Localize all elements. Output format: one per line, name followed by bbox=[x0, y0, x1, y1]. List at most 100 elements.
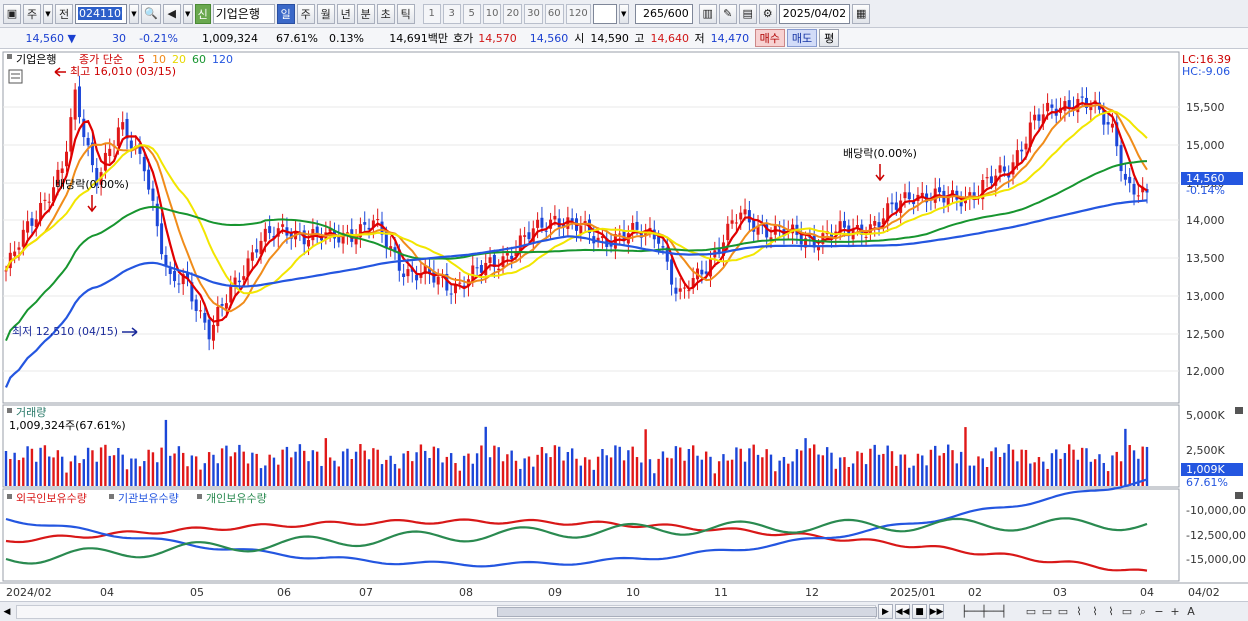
layout-icon-4[interactable]: ⌇ bbox=[1076, 605, 1082, 618]
volume-bar bbox=[1098, 454, 1101, 486]
period-month[interactable]: 월 bbox=[316, 3, 335, 24]
volume-bar bbox=[657, 458, 660, 486]
scroll-right-icon[interactable]: ▶ bbox=[878, 604, 893, 619]
scroll-thumb[interactable] bbox=[497, 607, 877, 617]
period-minute[interactable]: 분 bbox=[356, 3, 375, 24]
zoom-slider-icon[interactable]: ├──┼──┤ bbox=[960, 605, 1008, 618]
volume-bar bbox=[143, 461, 146, 486]
window-icon[interactable]: ▣ bbox=[3, 3, 21, 24]
interval-5[interactable]: 5 bbox=[462, 3, 481, 24]
volume-bar bbox=[22, 457, 25, 486]
sell-button[interactable]: 매도 bbox=[786, 29, 818, 47]
chart-area[interactable]: 기업은행 종가 단순 5 10 20 60 120 최고 16,010 (03/… bbox=[0, 49, 1248, 601]
zoom-icon[interactable]: ⌕ bbox=[1139, 604, 1147, 618]
stock-code-input[interactable]: 024110 bbox=[75, 3, 127, 24]
period-week[interactable]: 주 bbox=[296, 3, 315, 24]
bar-count-input[interactable]: 265/600 bbox=[634, 3, 693, 24]
period-year[interactable]: 년 bbox=[336, 3, 355, 24]
layout-icon-6[interactable]: ⌇ bbox=[1108, 605, 1114, 618]
volume-bar bbox=[294, 451, 297, 486]
price-tick-13000: 13,000 bbox=[1186, 290, 1225, 303]
candle-body bbox=[657, 236, 661, 244]
interval-30[interactable]: 30 bbox=[524, 3, 543, 24]
interval-1[interactable]: 1 bbox=[422, 3, 441, 24]
volume-bar bbox=[173, 453, 176, 486]
candle-body bbox=[69, 117, 73, 152]
interval-20[interactable]: 20 bbox=[503, 3, 523, 24]
chart-scrollbar[interactable]: ◀ ▶ ◀◀ ■ ▶▶ ├──┼──┤ ▭ ▭ ▭ ⌇ ⌇ ⌇ ▭ ⌕ − + … bbox=[0, 601, 1248, 621]
volume-bar bbox=[229, 456, 232, 486]
stop-icon[interactable]: ■ bbox=[912, 604, 927, 619]
speaker-dropdown-icon[interactable]: ▼ bbox=[182, 3, 193, 24]
search-icon[interactable]: 🔍 bbox=[141, 3, 161, 24]
candle-body bbox=[13, 251, 17, 256]
volume-bar bbox=[800, 450, 803, 486]
code-dropdown-icon[interactable]: ▼ bbox=[129, 3, 139, 24]
font-size-icon[interactable]: A bbox=[1187, 605, 1195, 618]
date-input[interactable]: 2025/04/02 bbox=[778, 3, 851, 24]
volume-bar bbox=[726, 460, 729, 486]
volume-bar bbox=[182, 452, 185, 486]
draw-tool-icon[interactable]: ✎ bbox=[718, 3, 737, 24]
layout-icon-1[interactable]: ▭ bbox=[1025, 605, 1037, 618]
candle-body bbox=[198, 310, 202, 312]
candle-body bbox=[341, 232, 345, 244]
layout-icon-3[interactable]: ▭ bbox=[1057, 605, 1069, 618]
interval-120[interactable]: 120 bbox=[565, 3, 591, 24]
speaker-icon[interactable]: ◀ bbox=[162, 3, 181, 24]
volume-bar bbox=[955, 463, 959, 486]
avg-button[interactable]: 평 bbox=[819, 29, 840, 47]
layout-icon-2[interactable]: ▭ bbox=[1041, 605, 1053, 618]
volume-bar bbox=[9, 458, 12, 486]
volume-bar bbox=[847, 466, 850, 486]
candle-body bbox=[1110, 123, 1114, 128]
stock-chart[interactable]: 기업은행 종가 단순 5 10 20 60 120 최고 16,010 (03/… bbox=[0, 49, 1248, 601]
candle-body bbox=[756, 225, 760, 235]
layout-icon-7[interactable]: ▭ bbox=[1121, 605, 1133, 618]
layout-icon-5[interactable]: ⌇ bbox=[1092, 605, 1098, 618]
minus-icon[interactable]: − bbox=[1154, 605, 1164, 618]
volume-bar bbox=[691, 445, 695, 486]
volume-bar bbox=[441, 462, 444, 486]
candle-icon[interactable]: ▥ bbox=[698, 3, 717, 24]
volume-bar bbox=[303, 450, 306, 486]
save-icon[interactable]: ▤ bbox=[738, 3, 757, 24]
custom-interval-input[interactable] bbox=[592, 3, 617, 24]
scroll-left-icon[interactable]: ◀ bbox=[3, 606, 11, 617]
buy-button[interactable]: 매수 bbox=[754, 29, 785, 47]
period-day[interactable]: 일 bbox=[276, 3, 295, 24]
volume-bar bbox=[82, 459, 85, 486]
holding-panel-close-icon[interactable] bbox=[1235, 492, 1243, 499]
candle-body bbox=[1011, 162, 1015, 175]
volume-bar bbox=[1046, 468, 1049, 486]
interval-10[interactable]: 10 bbox=[482, 3, 502, 24]
candle-body bbox=[1024, 143, 1028, 150]
candle-body bbox=[90, 142, 94, 166]
candle-body bbox=[73, 89, 77, 120]
stock-name-field[interactable]: 기업은행 bbox=[212, 3, 275, 24]
candle-body bbox=[164, 254, 168, 267]
candle-body bbox=[691, 278, 695, 288]
plus-icon[interactable]: + bbox=[1170, 605, 1180, 618]
prev-button[interactable]: 전 bbox=[55, 3, 73, 24]
scroll-track[interactable] bbox=[16, 605, 877, 619]
interval-3[interactable]: 3 bbox=[442, 3, 461, 24]
market-select[interactable]: 주 bbox=[23, 3, 41, 24]
current-price-marker-text: 14,560 bbox=[1186, 172, 1225, 185]
fast-forward-icon[interactable]: ▶▶ bbox=[929, 604, 944, 619]
candle-body bbox=[384, 231, 388, 248]
period-tick[interactable]: 틱 bbox=[396, 3, 415, 24]
calendar-icon[interactable]: ▦ bbox=[852, 3, 871, 24]
volume-bar bbox=[156, 462, 159, 486]
gear-icon[interactable]: ⚙ bbox=[758, 3, 777, 24]
candle-body bbox=[155, 203, 159, 227]
volume-bar bbox=[787, 463, 790, 486]
volume-panel-close-icon[interactable] bbox=[1235, 407, 1243, 414]
table-toggle-icon[interactable] bbox=[8, 69, 23, 84]
market-dropdown-icon[interactable]: ▼ bbox=[43, 3, 53, 24]
volume-bar bbox=[1020, 449, 1023, 486]
interval-60[interactable]: 60 bbox=[544, 3, 564, 24]
rewind-icon[interactable]: ◀◀ bbox=[895, 604, 910, 619]
period-second[interactable]: 초 bbox=[376, 3, 395, 24]
interval-dropdown-icon[interactable]: ▼ bbox=[618, 3, 629, 24]
